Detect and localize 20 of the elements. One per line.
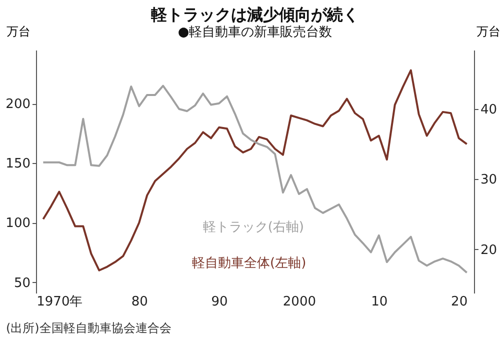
text: 軽自動車全体(左軸) [192,256,306,271]
y2-tick-label: 20 [480,242,498,258]
x-tick-label: 10 [371,294,388,310]
x-tick-label: 90 [211,294,228,310]
y-tick-label: 200 [6,97,30,112]
x-tick-label: 1970年 [36,294,83,310]
chart-title: 軽トラックは減少傾向が続く [150,5,359,24]
x-tick-label: 2000 [282,294,316,310]
y2-tick-label: 30 [480,172,498,188]
y-tick-label: 50 [14,276,30,291]
x-tick-label: 20 [451,294,468,310]
series-label: 軽トラック(右軸) [202,220,304,235]
y-tick-label: 150 [6,156,30,172]
text: (出所)全国軽自動車協会連合会 [6,321,172,335]
chart-subtitle: ●軽自動車の新車販売台数 [178,25,332,40]
y2-tick-label: 40 [480,102,498,118]
y-axis-title: 万台 [6,24,30,38]
y2-axis-title: 万台 [476,24,500,38]
y-tick-label: 100 [6,216,30,232]
x-tick-label: 80 [131,294,148,310]
